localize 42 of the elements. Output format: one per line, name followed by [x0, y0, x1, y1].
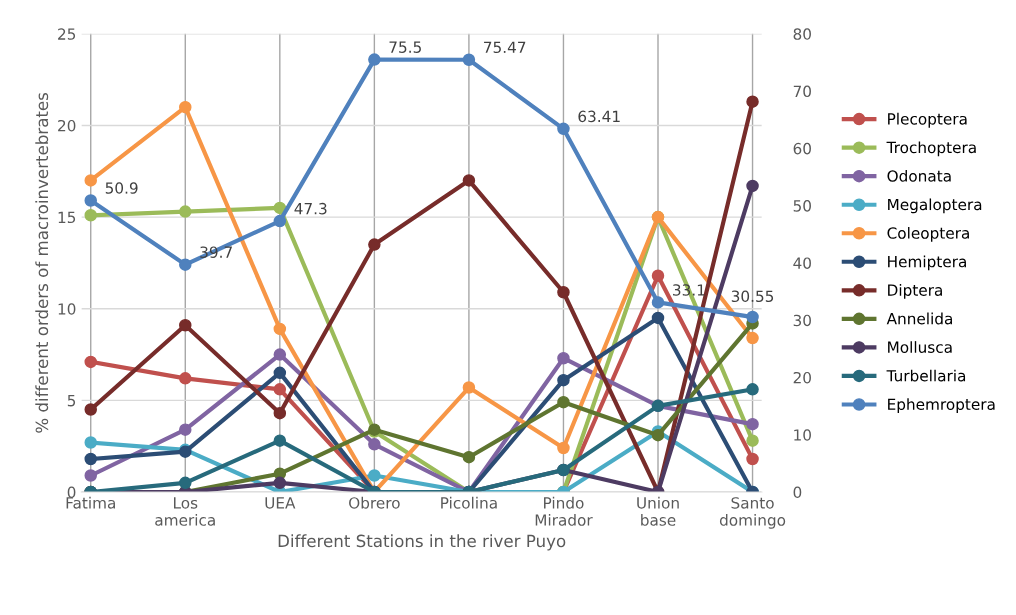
y-axis-title: % different orders of macroinvertebrates: [35, 92, 49, 433]
legend-label: Annelida: [886, 312, 952, 325]
x-tick-label: Obrero: [349, 496, 400, 509]
x-axis-title: Different Stations in the river Puyo: [278, 534, 566, 551]
y2-tick-label: 0: [793, 486, 802, 499]
legend-label: Ephemroptera: [888, 398, 995, 413]
y-tick-label: 5: [67, 395, 76, 407]
legend-label: Diptera: [888, 284, 942, 299]
y-tick-label: 10: [58, 303, 76, 315]
data-label: 47.3: [294, 202, 327, 215]
x-tick-label: Los america: [155, 497, 215, 526]
y2-tick-label: 50: [793, 200, 811, 212]
y2-tick-label: 30: [793, 314, 811, 327]
x-tick-label: Fatima: [66, 496, 115, 509]
legend-label: Mollusca: [888, 341, 952, 353]
data-label: 30.55: [731, 290, 774, 303]
legend-label: Coleoptera: [887, 226, 969, 242]
y2-tick-label: 20: [793, 371, 811, 384]
x-tick-label: Pindo Mirador: [535, 496, 593, 526]
legend-label: Turbellaria: [886, 369, 966, 382]
x-tick-label: Union base: [637, 496, 679, 526]
y2-tick-label: 70: [793, 85, 811, 98]
y2-tick-label: 40: [793, 257, 811, 269]
y-tick-label: 15: [58, 211, 76, 224]
data-label: 63.41: [578, 110, 620, 123]
y2-tick-label: 10: [794, 429, 811, 441]
y-tick-label: 0: [67, 486, 76, 499]
data-label: 75.5: [389, 41, 421, 53]
y2-tick-label: 60: [793, 142, 811, 155]
y2-tick-label: 80: [793, 28, 811, 40]
data-label: 50.9: [105, 182, 138, 194]
legend-label: Megaloptera: [888, 198, 982, 214]
legend-label: Plecoptera: [888, 112, 967, 128]
x-tick-label: UEA: [265, 497, 296, 509]
y-tick-label: 25: [58, 28, 76, 40]
y-tick-label: 20: [58, 119, 76, 132]
legend-label: Odonata: [887, 169, 951, 182]
legend-label: Hemiptera: [888, 255, 966, 271]
legend-label: Trochoptera: [886, 141, 976, 157]
x-tick-label: Picolina: [441, 496, 497, 509]
data-label: 75.47: [484, 41, 526, 54]
x-tick-label: Santo domingo: [719, 497, 786, 529]
